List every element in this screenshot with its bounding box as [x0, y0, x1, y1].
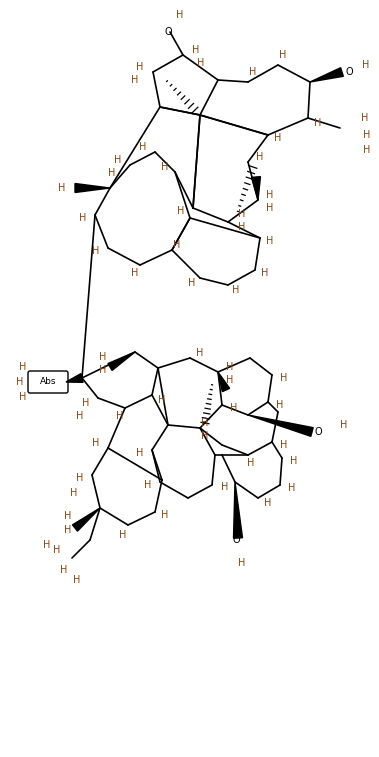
Text: H: H — [144, 480, 152, 490]
Text: H: H — [238, 222, 246, 232]
Text: H: H — [256, 152, 264, 162]
Text: H: H — [43, 540, 51, 550]
Text: H: H — [60, 565, 68, 575]
Polygon shape — [72, 508, 100, 531]
Text: H: H — [232, 285, 240, 295]
Polygon shape — [75, 183, 110, 192]
Text: H: H — [363, 145, 371, 155]
Text: H: H — [274, 133, 282, 143]
Text: H: H — [201, 418, 209, 428]
Text: H: H — [139, 142, 147, 152]
Text: H: H — [70, 488, 78, 498]
Text: H: H — [173, 240, 181, 250]
Text: H: H — [131, 75, 139, 85]
Text: H: H — [119, 530, 127, 540]
Text: H: H — [92, 246, 100, 256]
Text: H: H — [92, 438, 100, 448]
Text: H: H — [58, 183, 66, 193]
Text: O: O — [345, 67, 353, 77]
Text: H: H — [197, 58, 205, 68]
Text: H: H — [64, 511, 72, 521]
Text: H: H — [226, 362, 234, 372]
Polygon shape — [248, 415, 313, 436]
Text: H: H — [99, 352, 106, 362]
Text: H: H — [53, 545, 61, 555]
Text: H: H — [266, 203, 274, 213]
Text: H: H — [362, 60, 370, 70]
Polygon shape — [252, 176, 260, 200]
Text: H: H — [261, 268, 269, 278]
Text: H: H — [280, 373, 288, 383]
Text: H: H — [76, 411, 84, 421]
Text: H: H — [290, 456, 298, 466]
Text: O: O — [164, 27, 172, 37]
Text: H: H — [230, 403, 238, 413]
Text: H: H — [136, 448, 144, 458]
Text: H: H — [114, 155, 122, 165]
Text: H: H — [19, 392, 27, 402]
Polygon shape — [108, 352, 135, 370]
Text: H: H — [249, 67, 257, 77]
Text: O: O — [232, 535, 240, 545]
Text: H: H — [221, 482, 229, 492]
Text: H: H — [280, 440, 288, 450]
Text: O: O — [314, 427, 322, 437]
Text: H: H — [116, 411, 124, 421]
Text: H: H — [226, 375, 234, 385]
Text: H: H — [16, 377, 23, 387]
Text: H: H — [82, 398, 90, 408]
Text: H: H — [196, 348, 204, 358]
Polygon shape — [66, 374, 83, 382]
Text: H: H — [19, 362, 27, 372]
Text: H: H — [266, 190, 274, 200]
FancyBboxPatch shape — [28, 371, 68, 393]
Text: H: H — [161, 510, 169, 520]
Text: H: H — [161, 162, 169, 172]
Text: H: H — [201, 431, 209, 441]
Text: H: H — [279, 50, 287, 60]
Text: H: H — [158, 395, 166, 405]
Text: H: H — [276, 400, 284, 410]
Text: H: H — [99, 365, 106, 375]
Text: H: H — [363, 130, 371, 140]
Polygon shape — [310, 67, 343, 82]
Text: H: H — [361, 113, 369, 123]
Text: H: H — [266, 236, 274, 246]
Polygon shape — [218, 372, 230, 391]
Text: H: H — [247, 458, 255, 468]
Text: H: H — [131, 268, 139, 278]
Text: H: H — [188, 278, 196, 288]
Text: H: H — [264, 498, 272, 508]
Text: Abs: Abs — [40, 376, 56, 385]
Text: H: H — [176, 10, 184, 20]
Text: H: H — [73, 575, 81, 585]
Text: H: H — [238, 209, 246, 219]
Text: H: H — [340, 420, 348, 430]
Text: H: H — [192, 45, 200, 55]
Text: H: H — [314, 118, 322, 128]
Polygon shape — [233, 482, 243, 538]
Text: H: H — [76, 473, 84, 483]
Text: H: H — [136, 62, 144, 72]
Text: H: H — [64, 525, 72, 535]
Text: H: H — [79, 213, 87, 223]
Text: H: H — [177, 206, 185, 216]
Text: H: H — [108, 168, 116, 178]
Text: H: H — [288, 483, 296, 493]
Text: H: H — [238, 558, 246, 568]
